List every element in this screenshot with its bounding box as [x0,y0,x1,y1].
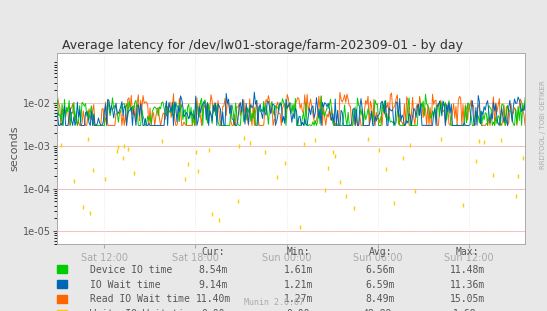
Text: Device IO time: Device IO time [90,265,172,275]
Text: Avg:: Avg: [369,247,392,257]
Text: Write IO Wait time: Write IO Wait time [90,309,196,311]
Text: Read IO Wait time: Read IO Wait time [90,295,190,304]
Text: 11.36m: 11.36m [450,280,485,290]
Text: 1.68m: 1.68m [453,309,482,311]
Text: 15.05m: 15.05m [450,295,485,304]
Y-axis label: seconds: seconds [10,126,20,171]
Text: Average latency for /dev/lw01-storage/farm-202309-01 - by day: Average latency for /dev/lw01-storage/fa… [62,39,463,52]
Text: IO Wait time: IO Wait time [90,280,161,290]
Text: 1.27m: 1.27m [283,295,313,304]
Text: 8.54m: 8.54m [199,265,228,275]
Text: 6.59m: 6.59m [365,280,395,290]
Text: Min:: Min: [287,247,310,257]
Text: RRDTOOL / TOBI OETIKER: RRDTOOL / TOBI OETIKER [540,80,546,169]
Text: 9.14m: 9.14m [199,280,228,290]
Text: Munin 2.0.67: Munin 2.0.67 [243,298,304,307]
Text: Cur:: Cur: [202,247,225,257]
Text: 11.40m: 11.40m [196,295,231,304]
Text: 8.49m: 8.49m [365,295,395,304]
Text: 0.00: 0.00 [202,309,225,311]
Text: 6.56m: 6.56m [365,265,395,275]
Text: Max:: Max: [456,247,479,257]
Text: 1.61m: 1.61m [283,265,313,275]
Text: 0.00: 0.00 [287,309,310,311]
Text: 11.48m: 11.48m [450,265,485,275]
Text: 48.89u: 48.89u [363,309,398,311]
Text: 1.21m: 1.21m [283,280,313,290]
